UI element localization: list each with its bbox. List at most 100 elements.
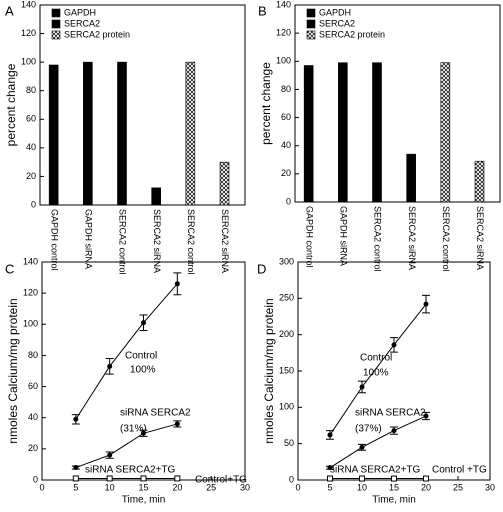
legend-label: SERCA2 protein <box>64 29 130 39</box>
y-tick-label: 200 <box>279 329 294 339</box>
data-line <box>329 415 427 469</box>
panel-label: B <box>258 3 267 18</box>
plot-frame <box>297 261 491 481</box>
bar <box>474 160 485 203</box>
y-tick-label: 0 <box>289 474 294 484</box>
x-tick-label: SERCA2 control <box>118 209 128 275</box>
x-tick-label: 25 <box>453 482 463 492</box>
x-tick-label: GAPDH control <box>49 209 59 271</box>
x-axis-label: Time, min <box>122 495 166 506</box>
x-tick-label: SERCA2 control <box>373 206 383 272</box>
y-tick-label: 20 <box>28 443 38 453</box>
panel-label: C <box>5 261 14 276</box>
bar <box>219 161 230 206</box>
x-tick-label: 0 <box>295 482 300 492</box>
x-tick-label: 0 <box>39 482 44 492</box>
x-tick-label: SERCA2 siRNA <box>152 209 162 273</box>
data-point <box>327 432 333 438</box>
data-point <box>391 342 397 348</box>
y-tick-label: 40 <box>28 412 38 422</box>
y-tick-label: 0 <box>286 196 291 206</box>
x-tick-label: 30 <box>485 482 495 492</box>
y-tick-label: 80 <box>26 85 36 95</box>
annotation: Control+TG <box>195 475 247 486</box>
data-point <box>174 281 180 287</box>
legend-swatch <box>306 30 316 40</box>
y-tick-label: 120 <box>23 288 38 298</box>
x-tick-label: SERCA2 control <box>186 209 196 275</box>
data-point <box>423 475 429 482</box>
data-point <box>141 320 146 326</box>
legend-label: SERCA2 <box>319 18 355 28</box>
data-point <box>391 428 397 434</box>
y-tick-label: 300 <box>279 256 294 266</box>
bar <box>338 62 348 203</box>
x-tick-label: GAPDH siRNA <box>338 206 348 266</box>
data-line <box>75 423 178 469</box>
x-tick-label: 5 <box>327 482 332 492</box>
annotation: 100% <box>130 365 156 376</box>
x-tick-label: 20 <box>172 482 182 492</box>
data-point <box>359 475 365 482</box>
legend-label: SERCA2 <box>64 18 100 28</box>
y-tick-label: 100 <box>276 56 291 66</box>
legend-label: SERCA2 protein <box>319 29 385 39</box>
data-point <box>174 475 181 482</box>
bar <box>372 62 382 203</box>
legend-label: GAPDH <box>64 7 96 17</box>
legend-swatch <box>51 19 61 29</box>
y-tick-label: 60 <box>28 381 38 391</box>
y-tick-label: 40 <box>281 140 291 150</box>
data-point <box>423 413 429 419</box>
bar <box>406 153 416 203</box>
y-tick-label: 120 <box>276 28 291 38</box>
x-tick-label: 20 <box>421 482 431 492</box>
legend-swatch <box>306 19 316 29</box>
data-point <box>140 475 147 482</box>
data-point <box>359 444 365 450</box>
data-point <box>141 430 146 436</box>
data-point <box>106 475 113 482</box>
panel-label: D <box>257 261 266 276</box>
bar <box>440 62 451 203</box>
y-tick-label: 120 <box>21 28 36 38</box>
annotation: Control +TG <box>432 465 487 476</box>
y-tick-label: 60 <box>281 112 291 122</box>
x-axis-label: Time, min <box>372 495 416 506</box>
data-point <box>107 363 113 369</box>
legend-swatch <box>51 30 61 40</box>
data-line <box>329 303 427 436</box>
y-tick-label: 20 <box>281 168 291 178</box>
bar <box>48 64 59 206</box>
y-tick-label: 150 <box>279 365 294 375</box>
x-tick-label: SERCA2 siRNA <box>220 209 230 273</box>
y-tick-label: 140 <box>276 0 291 9</box>
y-axis-label: nmoles Calcium/mg protein <box>262 298 276 443</box>
data-point <box>73 465 79 471</box>
bar <box>303 65 314 203</box>
x-tick-label: GAPDH siRNA <box>83 209 93 269</box>
data-point <box>359 384 365 390</box>
data-point <box>107 452 113 458</box>
y-tick-label: 50 <box>284 438 294 448</box>
annotation: siRNA SERCA2 <box>120 408 191 419</box>
x-tick-label: GAPDH control <box>304 206 314 268</box>
y-tick-label: 20 <box>26 171 36 181</box>
x-tick-label: SERCA2 control <box>441 206 451 272</box>
bar <box>83 61 93 206</box>
legend-swatch <box>306 8 316 18</box>
y-tick-label: 100 <box>23 319 38 329</box>
legend-label: GAPDH <box>319 7 351 17</box>
annotation: 100% <box>363 368 389 379</box>
annotation: (37%) <box>355 424 382 435</box>
y-axis-label: nmoles Calcium/mg protein <box>6 298 20 443</box>
data-point <box>327 475 333 482</box>
y-tick-label: 0 <box>33 474 38 484</box>
y-tick-label: 60 <box>26 114 36 124</box>
annotation: Control <box>125 351 157 362</box>
bar <box>185 61 196 206</box>
x-tick-label: 25 <box>206 482 216 492</box>
bar <box>117 61 127 206</box>
data-point <box>72 475 79 482</box>
